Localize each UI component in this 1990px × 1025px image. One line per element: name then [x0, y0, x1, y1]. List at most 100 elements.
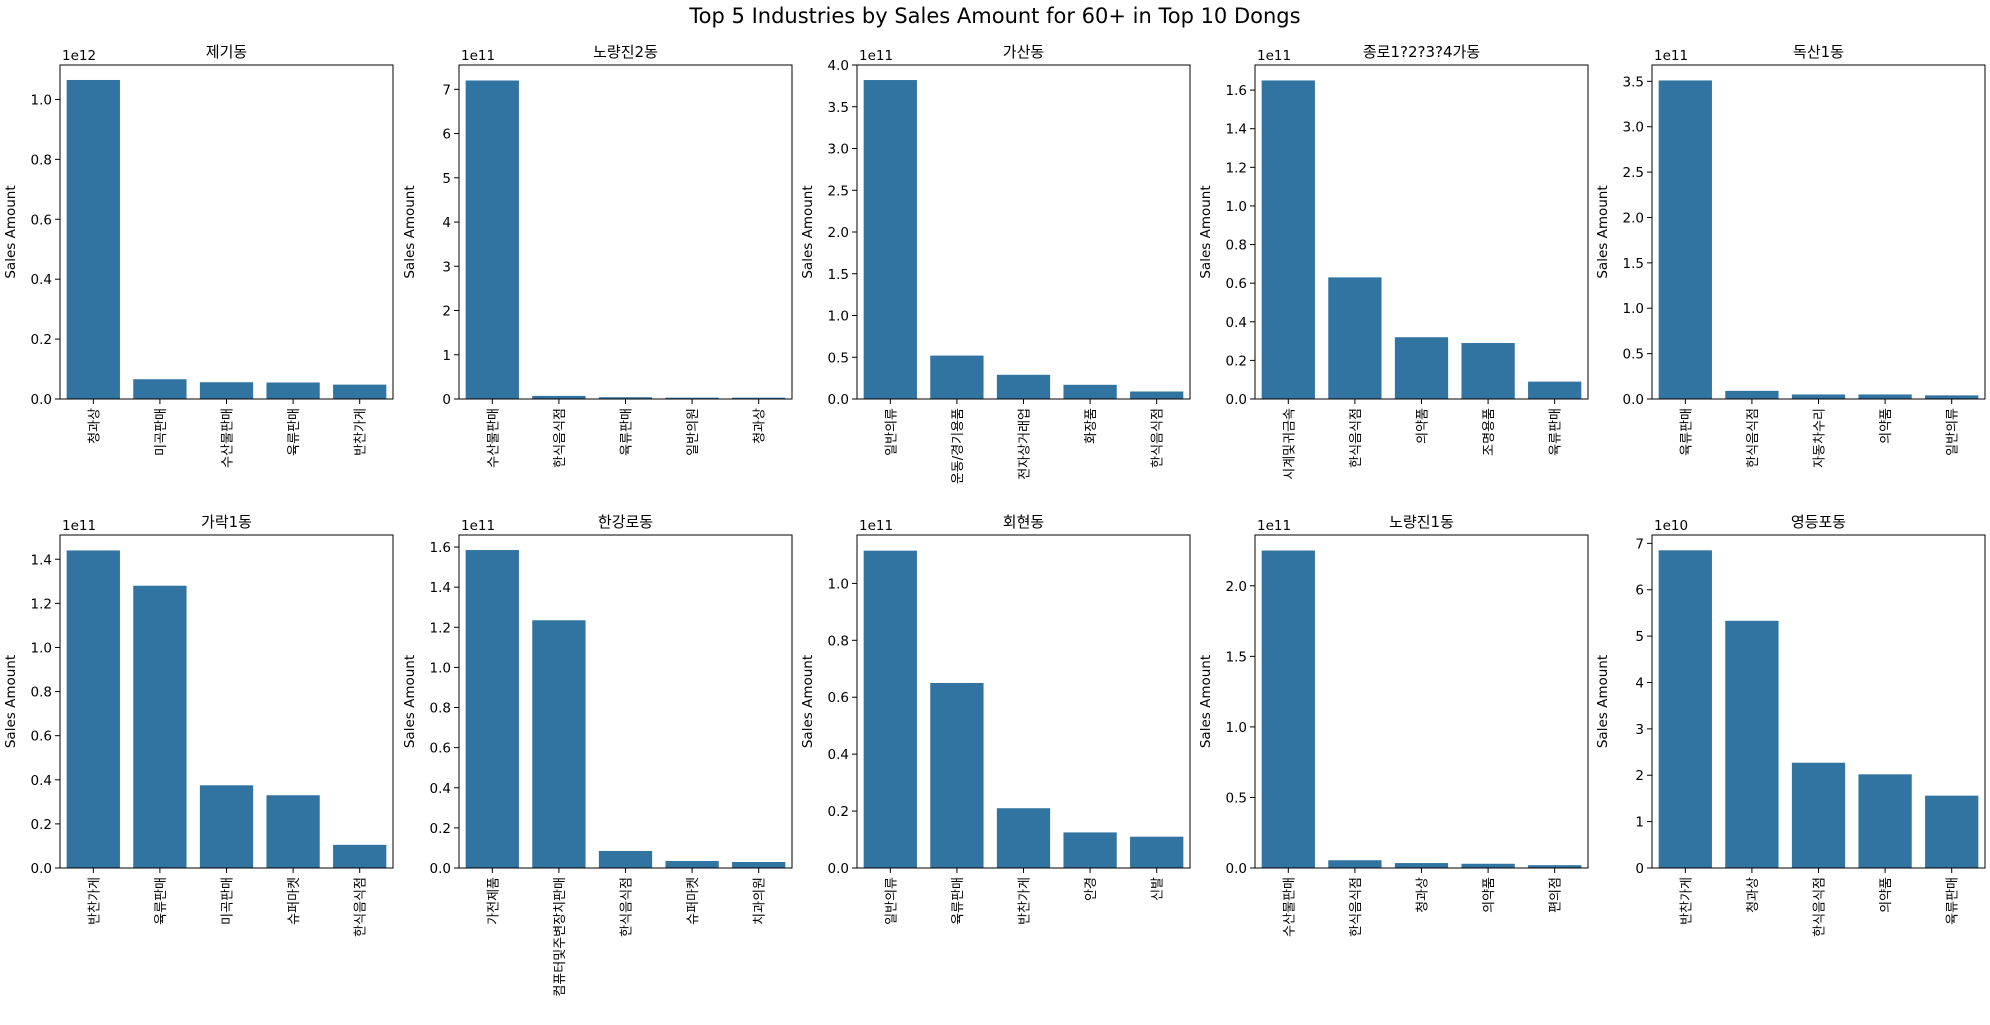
bar-청과상 [732, 397, 786, 399]
bar-일반의류 [863, 80, 917, 399]
y-axis-label: Sales Amount [3, 185, 19, 278]
bar-운동/경기용품 [930, 355, 984, 399]
y-tick-label: 3 [442, 259, 451, 275]
x-tick-label: 안경 [1084, 877, 1099, 901]
y-tick-label: 1.0 [1226, 199, 1247, 215]
y-tick-label: 0.0 [31, 392, 52, 408]
x-tick-label: 청과상 [87, 408, 102, 444]
bar-의약품 [1394, 337, 1449, 399]
y-tick-label: 1.5 [1623, 256, 1644, 272]
y-tick-label: 0.8 [828, 633, 849, 649]
y-tick-label: 7 [442, 82, 451, 98]
x-tick-label: 한식음식점 [1813, 877, 1828, 937]
y-axis-label: Sales Amount [1198, 185, 1214, 278]
y-tick-label: 1.0 [31, 640, 52, 656]
y-axis-label: Sales Amount [800, 185, 816, 278]
y-axis-label: Sales Amount [800, 655, 816, 748]
x-tick-label: 청과상 [753, 408, 768, 444]
y-tick-label: 0.6 [828, 690, 849, 706]
scale-offset-label: 1e11 [859, 48, 893, 64]
bar-미곡판매 [199, 785, 254, 868]
y-tick-label: 1.0 [1623, 301, 1644, 317]
subplot-title: 노량진1동 [1389, 513, 1454, 531]
x-tick-label: 수산물판매 [221, 408, 236, 468]
x-tick-label: 육류판매 [1679, 408, 1694, 456]
y-tick-label: 4 [1635, 675, 1644, 691]
y-tick-label: 2.5 [1623, 165, 1644, 181]
bar-청과상 [1394, 863, 1449, 868]
x-tick-label: 한식음식점 [1746, 408, 1761, 468]
bar-수산물판매 [199, 382, 254, 399]
y-tick-label: 0.6 [430, 741, 451, 757]
x-tick-label: 시계및귀금속 [1282, 408, 1297, 480]
y-tick-label: 2.0 [1226, 579, 1247, 595]
y-tick-label: 1.4 [430, 580, 451, 596]
x-tick-label: 육류판매 [951, 877, 966, 925]
x-tick-label: 치과의원 [753, 877, 768, 925]
y-tick-label: 1.2 [31, 596, 52, 612]
y-tick-label: 0.5 [1623, 347, 1644, 363]
x-tick-label: 의약품 [1879, 408, 1894, 444]
x-tick-label: 조명용품 [1482, 408, 1497, 456]
scale-offset-label: 1e11 [461, 518, 495, 534]
bar-한식음식점 [333, 844, 387, 868]
y-tick-label: 1.5 [828, 267, 849, 283]
subplot-title: 가락1동 [201, 513, 252, 531]
bar-반찬가게 [1658, 550, 1712, 868]
bar-의약품 [1858, 394, 1912, 399]
y-tick-label: 0.5 [828, 350, 849, 366]
y-tick-label: 2.0 [1623, 210, 1644, 226]
bar-일반의류 [1925, 395, 1979, 399]
subplot-title: 종로1?2?3?4가동 [1363, 43, 1480, 61]
bar-자동차수리 [1791, 394, 1846, 399]
x-tick-label: 일반의원 [686, 408, 701, 456]
y-tick-label: 1.4 [1226, 122, 1247, 138]
y-tick-label: 0.2 [31, 332, 52, 348]
y-tick-label: 4.0 [828, 58, 849, 74]
y-tick-label: 3.5 [828, 100, 849, 116]
x-tick-label: 육류판매 [154, 877, 169, 925]
y-tick-label: 0.4 [828, 747, 849, 763]
x-tick-label: 반찬가게 [354, 408, 369, 456]
x-tick-label: 반찬가게 [1679, 877, 1694, 925]
x-tick-label: 반찬가게 [1018, 877, 1033, 925]
x-tick-label: 청과상 [1416, 877, 1431, 913]
y-tick-label: 0.5 [1226, 790, 1247, 806]
figure-title: Top 5 Industries by Sales Amount for 60+… [689, 4, 1301, 28]
y-tick-label: 2.5 [828, 183, 849, 199]
y-tick-label: 7 [1635, 536, 1644, 552]
bar-슈퍼마켓 [266, 795, 320, 868]
y-tick-label: 1.0 [828, 576, 849, 592]
y-tick-label: 0.8 [1226, 238, 1247, 254]
y-tick-label: 1.0 [1226, 720, 1247, 736]
bar-육류판매 [1925, 795, 1979, 868]
x-tick-label: 미곡판매 [154, 408, 169, 456]
subplot-title: 노량진2동 [593, 43, 658, 61]
subplot-title: 한강로동 [598, 513, 653, 531]
x-tick-label: 반찬가게 [87, 877, 102, 925]
x-tick-label: 미곡판매 [221, 877, 236, 925]
y-tick-label: 0.4 [430, 781, 451, 797]
bar-조명용품 [1461, 343, 1515, 399]
y-axis-label: Sales Amount [1595, 185, 1611, 278]
y-axis-label: Sales Amount [1198, 655, 1214, 748]
x-tick-label: 일반의류 [884, 877, 899, 925]
y-tick-label: 3 [1635, 722, 1644, 738]
y-tick-label: 0.2 [1226, 353, 1247, 369]
y-tick-label: 0 [1635, 861, 1644, 877]
y-tick-label: 0.8 [31, 685, 52, 701]
x-tick-label: 화장품 [1084, 408, 1099, 444]
x-tick-label: 한식음식점 [354, 877, 369, 937]
bar-육류판매 [133, 585, 187, 868]
subplot-title: 제기동 [206, 43, 248, 61]
y-tick-label: 0.0 [1226, 392, 1247, 408]
x-tick-label: 한식음식점 [553, 408, 568, 468]
x-tick-label: 슈퍼마켓 [686, 877, 701, 925]
bar-반찬가게 [333, 384, 387, 399]
x-tick-label: 의약품 [1879, 877, 1894, 913]
scale-offset-label: 1e11 [1257, 48, 1291, 64]
y-tick-label: 3.5 [1623, 74, 1644, 90]
x-tick-label: 전자상거래업 [1018, 408, 1033, 480]
y-tick-label: 3.0 [828, 142, 849, 158]
x-tick-label: 편의점 [1549, 877, 1564, 913]
